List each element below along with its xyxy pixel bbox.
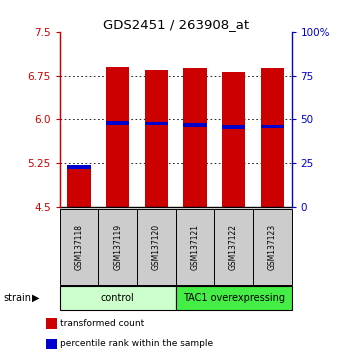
Bar (106, 67, 129, 207)
Bar (222, 125, 245, 129)
Text: strain: strain (3, 293, 31, 303)
Bar (261, 125, 284, 129)
Bar (98, 209, 137, 285)
Text: percentile rank within the sample: percentile rank within the sample (60, 339, 213, 348)
Bar (214, 209, 253, 285)
Bar (145, 69, 168, 207)
Bar (176, 209, 214, 285)
Bar (68, 166, 91, 207)
Bar (253, 209, 292, 285)
Bar (176, 286, 292, 310)
Text: GSM137120: GSM137120 (152, 224, 161, 270)
Text: control: control (101, 293, 134, 303)
Bar (46, 338, 57, 349)
Bar (68, 165, 91, 169)
Text: GSM137118: GSM137118 (74, 224, 84, 270)
Title: GDS2451 / 263908_at: GDS2451 / 263908_at (103, 18, 249, 31)
Bar (145, 122, 168, 125)
Bar (222, 72, 245, 207)
Bar (261, 68, 284, 207)
Bar (60, 209, 98, 285)
Text: GSM137123: GSM137123 (268, 224, 277, 270)
Text: GSM137122: GSM137122 (229, 224, 238, 270)
Bar (46, 319, 57, 329)
Text: TAC1 overexpressing: TAC1 overexpressing (182, 293, 285, 303)
Text: GSM137121: GSM137121 (190, 224, 199, 270)
Bar (183, 123, 207, 127)
Bar (137, 209, 176, 285)
Text: ▶: ▶ (32, 293, 40, 303)
Bar (183, 68, 207, 207)
Text: GSM137119: GSM137119 (113, 224, 122, 270)
Bar (60, 286, 176, 310)
Text: transformed count: transformed count (60, 319, 145, 328)
Bar (106, 121, 129, 125)
